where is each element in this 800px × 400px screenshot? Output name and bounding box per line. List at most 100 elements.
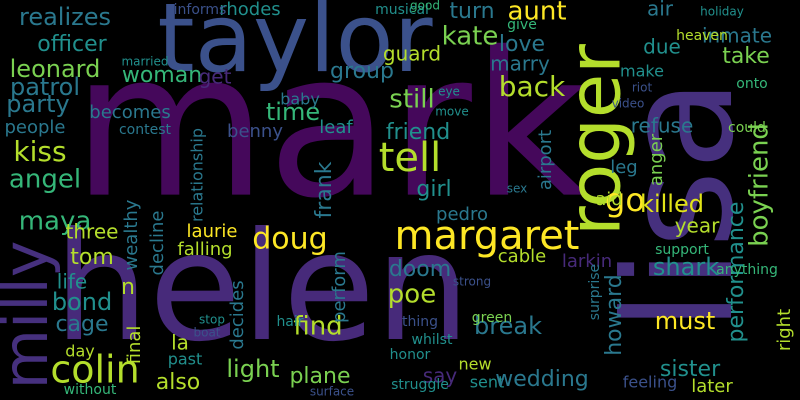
word: anger bbox=[646, 133, 667, 186]
word: light bbox=[226, 355, 279, 383]
word: margaret bbox=[395, 213, 580, 259]
word: bond bbox=[52, 288, 112, 316]
word: tom bbox=[70, 245, 114, 270]
word: honor bbox=[390, 347, 431, 363]
word: doug bbox=[252, 222, 327, 257]
word: marry bbox=[490, 52, 550, 76]
word: musical bbox=[375, 2, 429, 18]
word: boyfriend bbox=[745, 123, 775, 247]
word: surprise bbox=[587, 264, 603, 320]
word: guard bbox=[383, 42, 441, 66]
word: anything bbox=[716, 262, 778, 278]
word: struggle bbox=[391, 377, 449, 393]
word: angel bbox=[9, 165, 81, 195]
word: party bbox=[6, 90, 69, 118]
word: officer bbox=[37, 32, 107, 57]
word: good bbox=[410, 0, 440, 13]
word: n bbox=[121, 275, 135, 300]
word: doom bbox=[389, 257, 451, 282]
word: howard bbox=[602, 274, 627, 356]
word: informs bbox=[174, 2, 227, 18]
word: cage bbox=[55, 312, 108, 337]
word: mark bbox=[72, 10, 588, 243]
word: aid bbox=[595, 189, 622, 210]
word: laurie bbox=[187, 221, 238, 242]
word: decides bbox=[227, 280, 248, 349]
word: milly bbox=[0, 241, 62, 390]
word: kate bbox=[442, 22, 499, 52]
word: wedding bbox=[495, 367, 588, 392]
word: onto bbox=[736, 76, 768, 92]
word: green bbox=[472, 310, 512, 326]
word: also bbox=[156, 370, 201, 395]
word: relationship bbox=[188, 128, 207, 222]
word: woman bbox=[122, 63, 202, 88]
word: past bbox=[168, 350, 203, 369]
word: maya bbox=[19, 207, 92, 237]
word: sent bbox=[470, 373, 505, 392]
word: lisa bbox=[593, 78, 767, 331]
word: right bbox=[774, 309, 795, 351]
word: take bbox=[722, 44, 770, 69]
word: wealthy bbox=[121, 199, 142, 270]
word: stop bbox=[199, 313, 225, 327]
word: love bbox=[499, 32, 545, 57]
word: tell bbox=[379, 135, 442, 181]
word: leonard bbox=[10, 55, 101, 83]
word: holiday bbox=[700, 5, 744, 19]
word: cable bbox=[498, 246, 546, 267]
word: inmate bbox=[702, 24, 772, 48]
word: becomes bbox=[89, 102, 170, 123]
word: find bbox=[293, 312, 342, 342]
word: patrol bbox=[10, 73, 80, 101]
word: turn bbox=[449, 0, 494, 24]
word: contest bbox=[119, 122, 172, 138]
word: give bbox=[507, 17, 537, 33]
word: life bbox=[57, 270, 87, 294]
word: leg bbox=[610, 157, 638, 178]
word: sister bbox=[660, 357, 721, 382]
word: people bbox=[4, 117, 65, 138]
word: video bbox=[612, 97, 645, 111]
word: thing bbox=[402, 314, 438, 330]
word: baby bbox=[280, 90, 320, 109]
word: rhodes bbox=[219, 0, 280, 20]
word: girl bbox=[416, 177, 451, 202]
word: la bbox=[171, 331, 189, 355]
word: eye bbox=[438, 85, 460, 99]
word: airport bbox=[535, 130, 556, 190]
word: due bbox=[643, 35, 681, 59]
word: colin bbox=[50, 348, 139, 392]
word: married bbox=[121, 55, 168, 69]
word: roger bbox=[553, 44, 637, 236]
word: perform bbox=[329, 251, 350, 323]
word: could bbox=[728, 120, 766, 136]
word: later bbox=[691, 376, 733, 397]
word: decline bbox=[147, 211, 168, 276]
word: without bbox=[64, 382, 117, 398]
word: strong bbox=[453, 275, 491, 289]
word: pedro bbox=[436, 204, 488, 225]
word: realizes bbox=[19, 3, 111, 31]
word: heaven bbox=[676, 28, 728, 44]
word: riot bbox=[632, 81, 653, 95]
word: helen bbox=[54, 201, 470, 375]
word: friend bbox=[386, 120, 450, 145]
word: group bbox=[330, 59, 394, 84]
word: poe bbox=[388, 280, 436, 310]
word: boat bbox=[193, 326, 220, 340]
word: air bbox=[647, 0, 674, 21]
word: make bbox=[620, 62, 664, 81]
word: surface bbox=[310, 385, 354, 399]
word: leaf bbox=[319, 117, 353, 138]
word: go bbox=[605, 181, 645, 219]
word: benny bbox=[227, 121, 283, 142]
word: new bbox=[458, 355, 491, 374]
word: plane bbox=[289, 364, 350, 389]
word: say bbox=[423, 364, 458, 388]
word: support bbox=[655, 242, 709, 258]
word: get bbox=[199, 65, 232, 89]
word: time bbox=[266, 98, 320, 126]
word: frank bbox=[312, 161, 337, 218]
